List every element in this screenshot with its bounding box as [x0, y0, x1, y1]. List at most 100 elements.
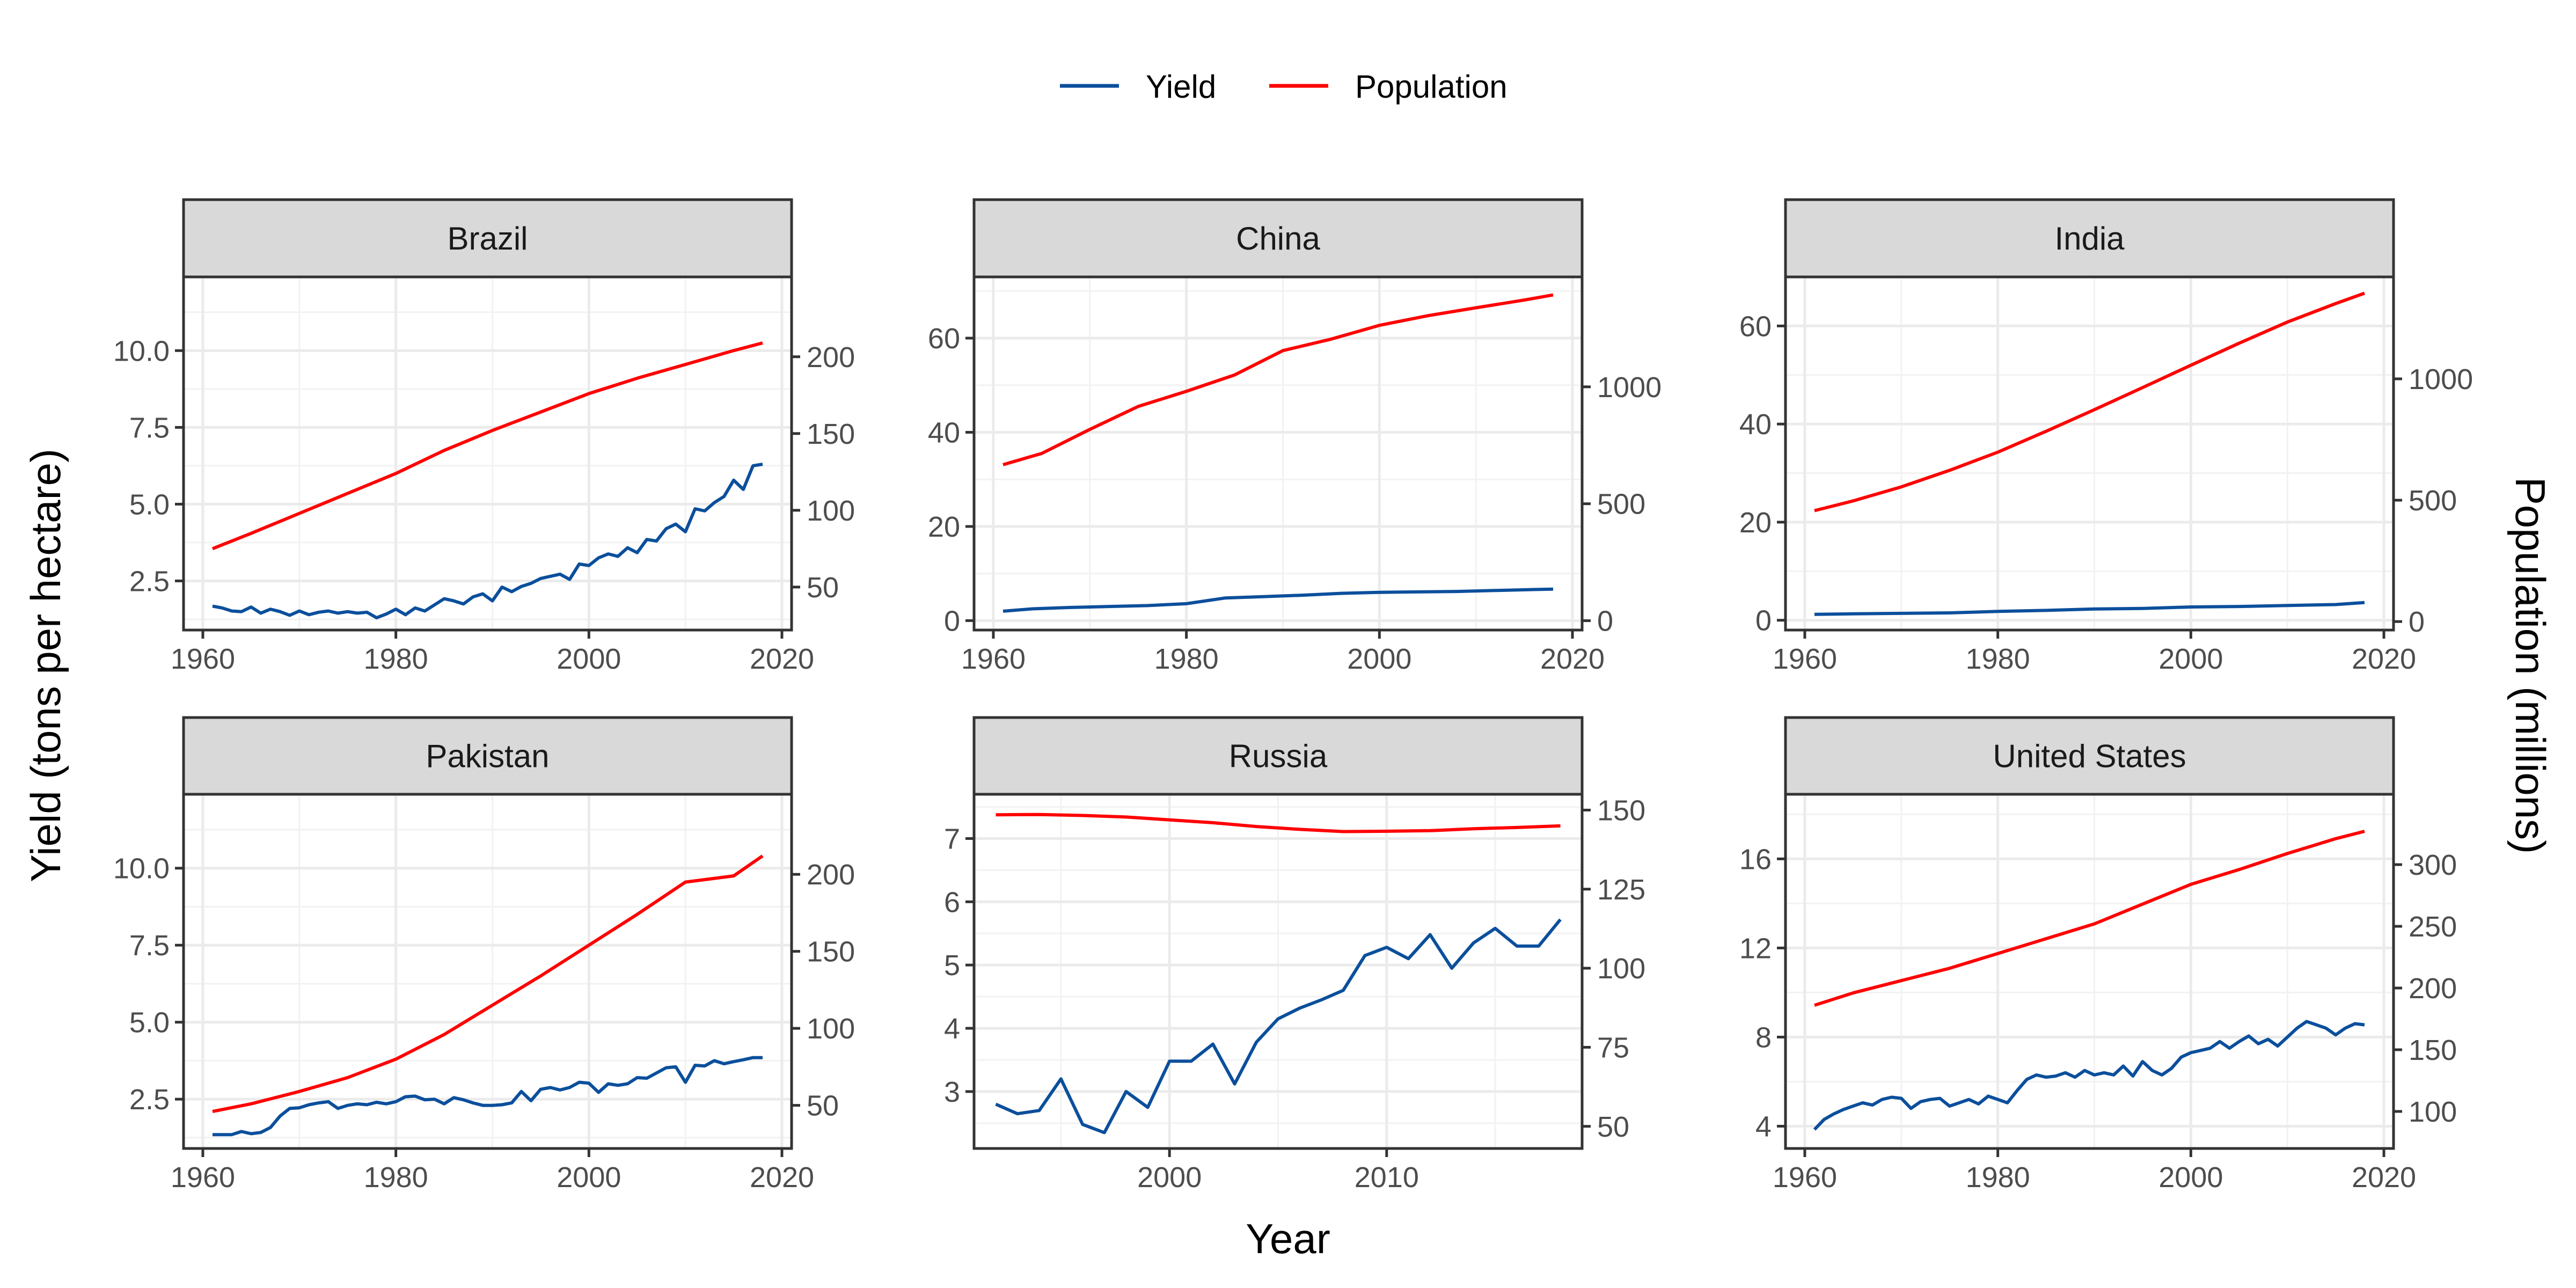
- x-tick-label: 2020: [1540, 643, 1605, 675]
- yield-line: [1814, 601, 2365, 616]
- y-tick-label: 7: [944, 823, 960, 855]
- panel-background: [184, 277, 792, 630]
- y-tick-label: 6: [944, 886, 960, 918]
- x-tick-label: 2020: [2352, 1161, 2416, 1194]
- y2-tick-label: 150: [807, 936, 855, 968]
- y2-tick-label: 125: [1597, 874, 1645, 906]
- y-tick-label: 7.5: [129, 930, 170, 962]
- facet-strip: [1784, 198, 2395, 279]
- y-axis-title: Yield (tons per hectare): [22, 449, 69, 882]
- y-tick-label: 7.5: [129, 412, 170, 444]
- x-tick-label: 1960: [961, 643, 1026, 675]
- x-axis-title: Year: [1246, 1215, 1330, 1262]
- x-tick-label: 2020: [2352, 643, 2416, 675]
- population-line: [1002, 293, 1554, 466]
- yield-line: [995, 918, 1562, 1135]
- y2-tick-label: 100: [2409, 1096, 2457, 1128]
- y-tick-label: 10.0: [113, 853, 170, 885]
- yield-line: [213, 1056, 763, 1137]
- population-line: [1814, 291, 2366, 513]
- facet-label: Pakistan: [426, 738, 549, 774]
- y-tick-label: 8: [1755, 1021, 1772, 1053]
- y2-tick-label: 150: [807, 418, 855, 450]
- y-tick-label: 40: [928, 417, 960, 449]
- y-tick-label: 5.0: [129, 1007, 170, 1039]
- x-tick-label: 1980: [364, 1161, 428, 1194]
- facet-india: India 1960 1980 2000 2020 0 20 40 60 0 500 1000: [1739, 198, 2473, 675]
- y2-tick-label: 250: [2409, 911, 2457, 943]
- x-tick-label: 1980: [1966, 643, 2030, 675]
- y-tick-label: 2.5: [129, 1084, 170, 1116]
- x-tick-label: 2000: [2158, 643, 2223, 675]
- facet-united-states: United States 1960 1980 2000 2020 4 8 12 16 100 15…: [1739, 716, 2457, 1194]
- legend-label-yield: Yield: [1146, 69, 1216, 105]
- x-tick-label: 1980: [364, 643, 428, 675]
- x-tick-label: 1960: [1773, 643, 1837, 675]
- facet-pakistan: Pakistan 1960 1980 2000 2020 2.5 5.0 7.5 10.0 50 1…: [113, 716, 855, 1194]
- facet-russia: Russia 2000 2010 3 4 5 6 7 50 75 100 125 150: [944, 716, 1645, 1194]
- facet-strip: [1784, 716, 2395, 796]
- y-tick-label: 40: [1739, 408, 1772, 441]
- y-tick-label: 4: [1755, 1110, 1772, 1143]
- y-tick-label: 10.0: [113, 335, 170, 367]
- panel-background: [974, 277, 1582, 630]
- y2-tick-label: 75: [1597, 1031, 1629, 1064]
- y2-tick-label: 1000: [1597, 371, 1662, 404]
- y-tick-label: 4: [944, 1013, 960, 1045]
- x-tick-label: 1960: [1773, 1161, 1837, 1194]
- facet-label: China: [1236, 221, 1320, 257]
- y-tick-label: 60: [1739, 310, 1772, 342]
- y2-tick-label: 50: [807, 572, 839, 604]
- legend: Yield Population: [1060, 69, 1507, 105]
- y2-tick-label: 1000: [2409, 363, 2473, 396]
- x-tick-label: 1960: [171, 643, 235, 675]
- x-tick-label: 1960: [171, 1161, 235, 1194]
- x-tick-label: 2020: [750, 1161, 814, 1194]
- y-tick-label: 12: [1739, 932, 1772, 964]
- facet-strip: [972, 716, 1584, 796]
- y2-tick-label: 150: [2409, 1034, 2457, 1066]
- x-tick-label: 1980: [1966, 1161, 2030, 1194]
- yield-line: [212, 463, 763, 620]
- y-tick-label: 16: [1739, 843, 1772, 875]
- y2-tick-label: 500: [2409, 485, 2457, 517]
- facet-strip: [182, 198, 793, 279]
- y2-tick-label: 50: [1597, 1111, 1629, 1143]
- y2-tick-label: 150: [1597, 794, 1645, 826]
- facet-label: United States: [1993, 738, 2186, 774]
- facet-china: China 1960 1980 2000 2020 0 20 40 60 0 500 1000: [928, 198, 1662, 675]
- x-tick-label: 2010: [1355, 1161, 1419, 1194]
- y2-tick-label: 300: [2409, 849, 2457, 881]
- facet-strip: [972, 198, 1584, 279]
- y2-tick-label: 0: [2409, 606, 2425, 638]
- y-tick-label: 3: [944, 1076, 960, 1108]
- x-tick-label: 2000: [557, 1161, 621, 1194]
- y-tick-label: 0: [1755, 605, 1772, 637]
- facet-strip: [182, 716, 793, 796]
- y-tick-label: 2.5: [129, 565, 170, 597]
- legend-label-population: Population: [1355, 69, 1507, 105]
- y2-tick-label: 100: [807, 1013, 855, 1045]
- facet-label: India: [2054, 221, 2125, 257]
- y2-tick-label: 100: [1597, 953, 1645, 985]
- y2-tick-label: 0: [1597, 605, 1613, 638]
- panel-background: [1785, 277, 2394, 630]
- x-tick-label: 2020: [750, 643, 814, 675]
- facet-label: Brazil: [447, 221, 528, 257]
- y2-tick-label: 200: [807, 341, 855, 374]
- y2-tick-label: 50: [807, 1090, 839, 1122]
- x-tick-label: 2000: [1347, 643, 1411, 675]
- yield-line: [1002, 587, 1554, 613]
- yield-line: [1813, 1020, 2365, 1131]
- x-tick-label: 2000: [2158, 1161, 2223, 1194]
- x-tick-label: 2000: [1137, 1161, 1202, 1194]
- y2-tick-label: 500: [1597, 488, 1645, 521]
- panel-background: [184, 794, 792, 1148]
- y2-axis-title: Population (millions): [2507, 477, 2554, 854]
- population-line: [212, 854, 764, 1114]
- population-line: [996, 813, 1561, 833]
- facet-label: Russia: [1229, 738, 1328, 774]
- y-tick-label: 60: [928, 323, 960, 355]
- y-tick-label: 5.0: [129, 488, 170, 521]
